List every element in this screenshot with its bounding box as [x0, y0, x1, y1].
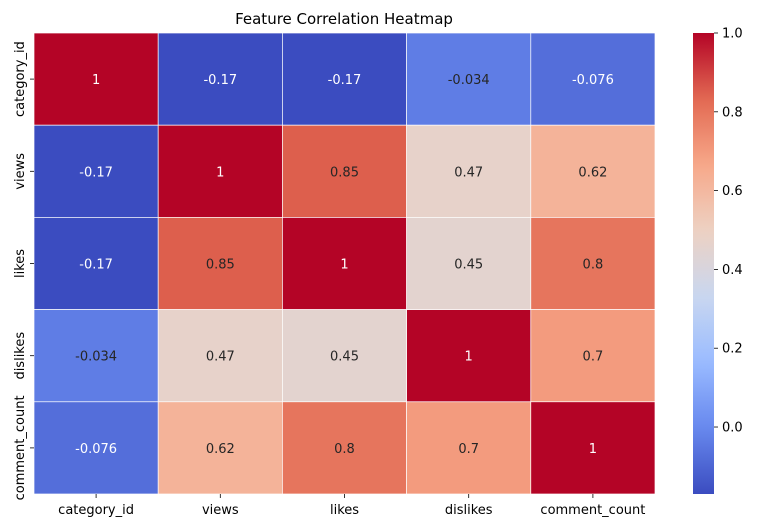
y-tick-label: category_id: [13, 41, 28, 117]
heatmap-cell: [530, 309, 656, 403]
heatmap-cell: [406, 217, 532, 310]
heatmap-cell-labels: 1 -0.17 -0.17 -0.034 -0.076 -0.17 1 0.85 0.47 0.6…: [75, 73, 614, 457]
cell-value-label: -0.17: [79, 165, 113, 180]
heatmap-cell: [406, 32, 532, 126]
cell-value-label: 0.7: [583, 350, 604, 365]
colorbar-tick-label: 1.0: [722, 27, 743, 42]
cell-value-label: 1: [92, 73, 100, 88]
cell-value-label: -0.034: [75, 350, 117, 365]
heatmap-cells: [33, 32, 656, 495]
y-tick-label: views: [13, 153, 28, 190]
x-axis: category_id views likes dislikes comment_cou…: [58, 494, 645, 518]
colorbar-gradient: [693, 33, 714, 494]
cell-value-label: 0.47: [206, 350, 235, 365]
heatmap-cell: [282, 401, 407, 495]
heatmap-cell: [530, 217, 656, 310]
heatmap-cell: [157, 401, 283, 495]
cell-value-label: -0.076: [75, 442, 117, 457]
colorbar-tick-label: 0.2: [722, 342, 743, 357]
cell-value-label: 0.47: [454, 165, 483, 180]
cell-value-label: 0.62: [578, 165, 607, 180]
heatmap-cell: [282, 309, 407, 403]
x-tick-label: likes: [330, 503, 359, 518]
heatmap-cell: [530, 401, 656, 495]
heatmap-cell: [157, 124, 283, 218]
cell-value-label: 0.85: [330, 165, 359, 180]
heatmap-cell: [33, 401, 159, 495]
cell-value-label: 0.85: [206, 258, 235, 273]
heatmap-cell: [530, 124, 656, 218]
heatmap-cell: [157, 309, 283, 403]
cell-value-label: 0.7: [458, 442, 479, 457]
x-tick-label: dislikes: [445, 503, 493, 518]
cell-value-label: 1: [340, 258, 348, 273]
y-tick-label: dislikes: [13, 332, 28, 380]
cell-value-label: -0.17: [203, 73, 237, 88]
cell-value-label: 0.62: [206, 442, 235, 457]
colorbar-tick-label: 0.8: [722, 105, 743, 120]
cell-value-label: 0.45: [330, 350, 359, 365]
x-tick-label: comment_count: [540, 503, 645, 518]
heatmap-cell: [157, 32, 283, 126]
cell-value-label: -0.076: [572, 73, 614, 88]
x-tick-label: category_id: [58, 503, 134, 518]
x-tick-label: views: [202, 503, 239, 518]
heatmap-cell: [406, 309, 532, 403]
y-tick-label: comment_count: [13, 395, 28, 500]
cell-value-label: 1: [589, 442, 597, 457]
cell-value-label: 0.45: [454, 258, 483, 273]
cell-value-label: 1: [465, 350, 473, 365]
heatmap-cell: [282, 217, 407, 310]
heatmap-cell: [33, 32, 159, 126]
heatmap-cell: [157, 217, 283, 310]
colorbar-tick-label: 0.0: [722, 421, 743, 436]
colorbar-tick-label: 0.4: [722, 263, 743, 278]
cell-value-label: 0.8: [334, 442, 355, 457]
cell-value-label: -0.17: [328, 73, 362, 88]
heatmap-cell: [530, 32, 656, 126]
cell-value-label: 0.8: [583, 258, 604, 273]
cell-value-label: -0.034: [448, 73, 490, 88]
heatmap-cell: [33, 124, 159, 218]
chart-title: Feature Correlation Heatmap: [235, 10, 453, 28]
heatmap-cell: [282, 32, 407, 126]
colorbar-tick-label: 0.6: [722, 184, 743, 199]
heatmap-cell: [282, 124, 407, 218]
cell-value-label: -0.17: [79, 258, 113, 273]
y-tick-label: likes: [13, 249, 28, 278]
colorbar: 0.0 0.2 0.4 0.6 0.8 1.0: [693, 27, 743, 494]
cell-value-label: 1: [216, 165, 224, 180]
